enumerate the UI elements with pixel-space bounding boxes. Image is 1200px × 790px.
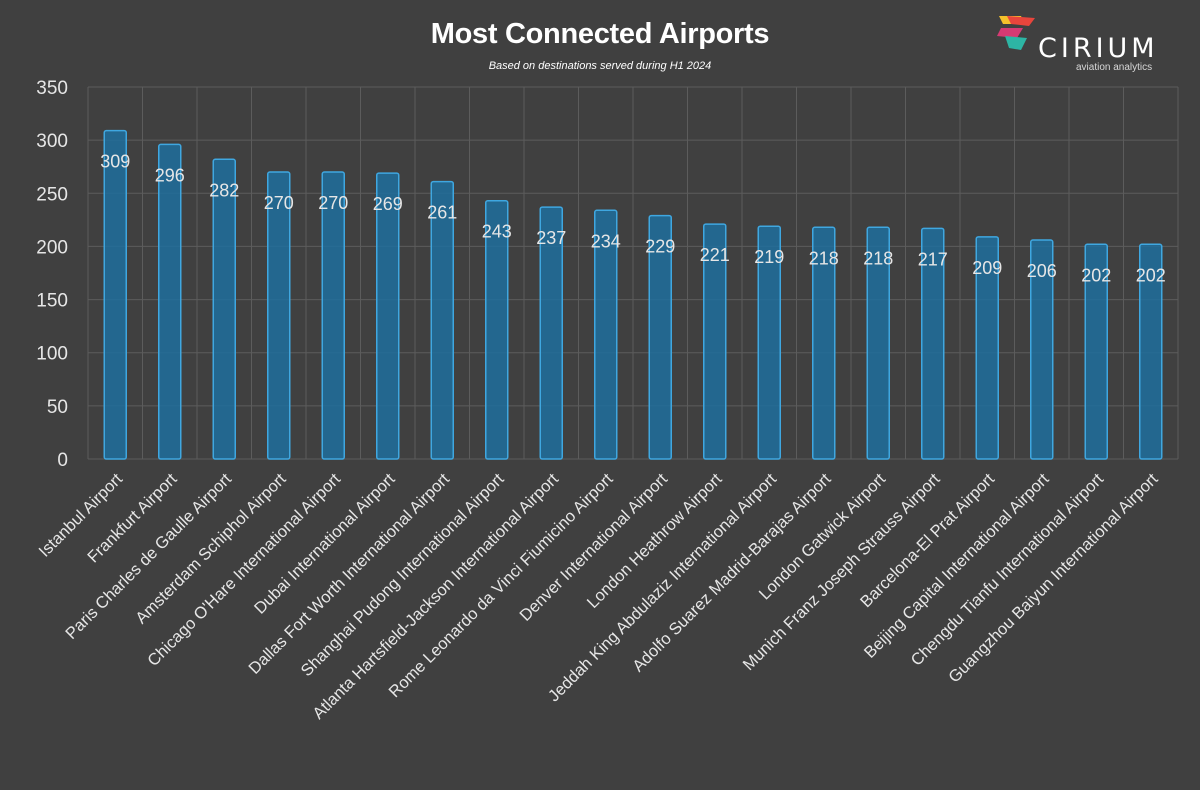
y-tick-label: 300 <box>36 131 68 152</box>
bar-value-label: 243 <box>482 222 512 242</box>
bar <box>376 172 400 460</box>
bar-value-label: 270 <box>264 193 294 213</box>
bar-value-label: 221 <box>700 245 730 265</box>
x-tick-label: Munich Franz Joseph Strauss Airport <box>740 470 944 674</box>
y-tick-label: 0 <box>57 450 68 471</box>
cirium-logo-mark-icon <box>997 16 1035 50</box>
y-tick-label: 100 <box>36 344 68 365</box>
bar <box>757 225 781 460</box>
chart-title: Most Connected Airports <box>430 18 770 50</box>
bar <box>703 223 727 460</box>
bar-value-label: 309 <box>100 152 130 172</box>
bar-value-label: 217 <box>918 249 948 269</box>
x-tick-label: Shanghai Pudong International Airport <box>298 470 508 680</box>
x-tick-label: Chicago O'Hare International Airport <box>144 470 344 670</box>
bar-value-label: 202 <box>1081 265 1111 285</box>
bar-value-label: 218 <box>863 248 893 268</box>
bar <box>485 199 509 460</box>
bar <box>103 129 127 460</box>
bar-value-label: 229 <box>645 237 675 257</box>
bar <box>866 226 890 460</box>
y-tick-label: 150 <box>36 291 68 312</box>
bar <box>1030 239 1054 460</box>
bar-value-label: 234 <box>591 231 621 251</box>
bar <box>267 171 291 460</box>
bars <box>103 129 1163 460</box>
bar <box>321 171 345 460</box>
x-tick-label: Dallas Fort Worth International Airport <box>245 470 453 678</box>
y-tick-label: 350 <box>36 78 68 99</box>
bar <box>158 143 182 460</box>
x-tick-label: Chengdu Tianfu International Airport <box>908 470 1108 670</box>
bar-value-label: 282 <box>209 180 239 200</box>
bar-value-label: 202 <box>1136 265 1166 285</box>
x-tick-label: Adolfo Suarez Madrid-Barajas Airport <box>629 470 835 676</box>
chart-subtitle: Based on destinations served during H1 2… <box>488 60 712 72</box>
bar <box>1139 243 1163 460</box>
y-tick-label: 50 <box>47 397 68 418</box>
bar-value-label: 296 <box>155 165 185 185</box>
bar-value-label: 209 <box>972 258 1002 278</box>
y-tick-label: 200 <box>36 237 68 258</box>
bar <box>430 180 454 460</box>
logo-tagline: aviation analytics <box>1076 62 1153 73</box>
bar <box>1084 243 1108 460</box>
bar-value-label: 206 <box>1027 261 1057 281</box>
bar <box>212 158 236 460</box>
cirium-logo: CIRIUM aviation analytics <box>993 10 1173 73</box>
bar-value-label: 261 <box>427 203 457 223</box>
bar-value-label: 270 <box>318 193 348 213</box>
bar <box>921 227 945 460</box>
bar-value-label: 219 <box>754 247 784 267</box>
y-axis-ticks: 0 50 100 150 200 250 300 350 <box>36 78 68 471</box>
bar-value-label: 237 <box>536 228 566 248</box>
bar-value-label: 269 <box>373 194 403 214</box>
gridlines <box>87 86 1179 460</box>
bar <box>539 206 563 460</box>
bar <box>594 209 618 460</box>
bar-value-label: 218 <box>809 248 839 268</box>
bar <box>975 236 999 460</box>
bar <box>812 226 836 460</box>
data-labels: 309 296 282 270 270 269 261 243 237 234 229 221 219 2… <box>100 152 1166 286</box>
bar <box>648 214 672 460</box>
y-tick-label: 250 <box>36 184 68 205</box>
logo-name: CIRIUM <box>1038 33 1159 64</box>
